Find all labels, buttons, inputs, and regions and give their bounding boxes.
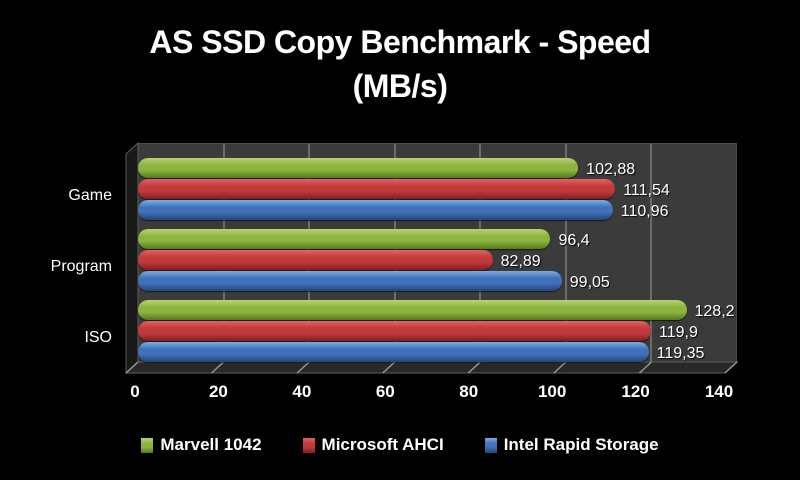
legend-label: Microsoft AHCI xyxy=(321,435,444,454)
x-tick-label-140: 140 xyxy=(704,382,734,401)
legend-label: Marvell 1042 xyxy=(160,435,262,454)
legend-swatch-icon xyxy=(141,437,154,453)
value-label: 99,05 xyxy=(569,274,610,291)
category-label-game: Game xyxy=(68,187,112,204)
x-tick-label-120: 120 xyxy=(621,382,650,401)
bar-marvell-1042-program xyxy=(138,229,551,249)
value-label: 128,2 xyxy=(694,303,735,320)
bar-marvell-1042-game xyxy=(138,158,579,178)
value-label: 111,54 xyxy=(623,182,670,199)
legend-swatch-icon xyxy=(484,437,497,453)
bar-marvell-1042-iso xyxy=(138,300,687,320)
floor-tick-40 xyxy=(296,361,310,374)
x-tick-label-20: 20 xyxy=(208,382,228,401)
x-tick-label-80: 80 xyxy=(459,382,479,401)
gridline-120 xyxy=(650,144,653,362)
floor-tick-120 xyxy=(638,361,652,374)
floor-tick-0 xyxy=(125,361,139,374)
bar-microsoft-ahci-game xyxy=(138,179,616,199)
x-tick-label-40: 40 xyxy=(292,382,312,401)
x-tick-label-0: 0 xyxy=(130,382,140,401)
floor xyxy=(124,361,739,374)
value-label: 119,35 xyxy=(656,345,705,362)
floor-tick-80 xyxy=(467,361,481,374)
category-label-program: Program xyxy=(50,258,112,275)
floor-tick-60 xyxy=(382,361,396,374)
legend-label: Intel Rapid Storage xyxy=(503,435,659,454)
bar-intel-rapid-storage-program xyxy=(138,271,562,291)
value-label: 96,4 xyxy=(558,232,590,249)
value-label: 110,96 xyxy=(620,203,669,220)
bar-intel-rapid-storage-game xyxy=(138,200,613,220)
legend-item-microsoft-ahci: Microsoft AHCI xyxy=(302,435,444,455)
floor-tick-140 xyxy=(724,361,738,374)
legend-swatch-icon xyxy=(302,437,315,453)
value-label: 119,9 xyxy=(659,324,698,341)
x-tick-label-60: 60 xyxy=(375,382,395,401)
chart-title-line2: (MB/s) xyxy=(352,68,448,104)
value-label: 102,88 xyxy=(586,161,636,178)
bar-microsoft-ahci-iso xyxy=(138,321,651,341)
floor-tick-100 xyxy=(553,361,567,374)
chart-title-line1: AS SSD Copy Benchmark - Speed xyxy=(149,24,651,60)
legend-item-intel-rapid-storage: Intel Rapid Storage xyxy=(484,435,659,455)
chart-title: AS SSD Copy Benchmark - Speed (MB/s) xyxy=(0,20,800,108)
gridline-100 xyxy=(564,144,567,362)
side-wall xyxy=(125,141,139,375)
gridline-140 xyxy=(736,144,737,362)
value-label: 82,89 xyxy=(500,253,541,270)
x-tick-label-100: 100 xyxy=(537,382,567,401)
floor-tick-20 xyxy=(211,361,225,374)
category-label-iso: ISO xyxy=(84,329,112,346)
legend-item-marvell-1042: Marvell 1042 xyxy=(141,435,262,455)
legend: Marvell 1042 Microsoft AHCI Intel Rapid St… xyxy=(0,435,800,455)
bar-microsoft-ahci-program xyxy=(138,250,493,270)
bar-intel-rapid-storage-iso xyxy=(138,342,649,362)
